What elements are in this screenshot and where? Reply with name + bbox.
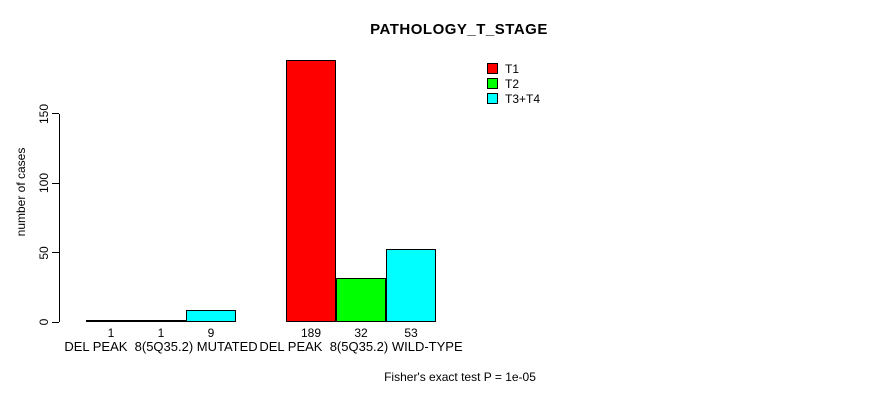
legend-swatch (487, 78, 498, 89)
bar (136, 320, 186, 323)
x-axis-group-label: DEL PEAK 8(5Q35.2) MUTATED (64, 339, 258, 354)
bar-value-label: 53 (404, 326, 418, 340)
y-axis-line (59, 114, 60, 322)
bar-value-label: 1 (157, 326, 165, 340)
chart-title: PATHOLOGY_T_STAGE (370, 21, 548, 38)
bar (286, 59, 336, 322)
y-tick-label: 100 (37, 173, 51, 194)
legend-label: T2 (505, 77, 520, 91)
legend-label: T3+T4 (505, 92, 541, 106)
bar (336, 277, 386, 322)
bar (386, 248, 436, 322)
y-tick-label: 50 (37, 245, 51, 260)
legend-label: T1 (505, 62, 520, 76)
y-tick-mark (52, 321, 59, 323)
y-tick-mark (52, 182, 59, 184)
bar (186, 309, 236, 322)
y-tick-mark (52, 252, 59, 254)
x-axis-group-label: DEL PEAK 8(5Q35.2) WILD-TYPE (259, 339, 463, 354)
y-axis-label: number of cases (14, 147, 28, 237)
bar-value-label: 189 (300, 326, 322, 340)
bar-value-label: 9 (207, 326, 215, 340)
bar (86, 320, 136, 323)
bar-value-label: 1 (107, 326, 115, 340)
legend-swatch (487, 63, 498, 74)
legend-swatch (487, 93, 498, 104)
y-tick-label: 0 (37, 318, 51, 326)
y-tick-label: 150 (37, 103, 51, 124)
footnote: Fisher's exact test P = 1e-05 (384, 370, 536, 384)
y-tick-mark (52, 113, 59, 115)
bar-value-label: 32 (354, 326, 368, 340)
